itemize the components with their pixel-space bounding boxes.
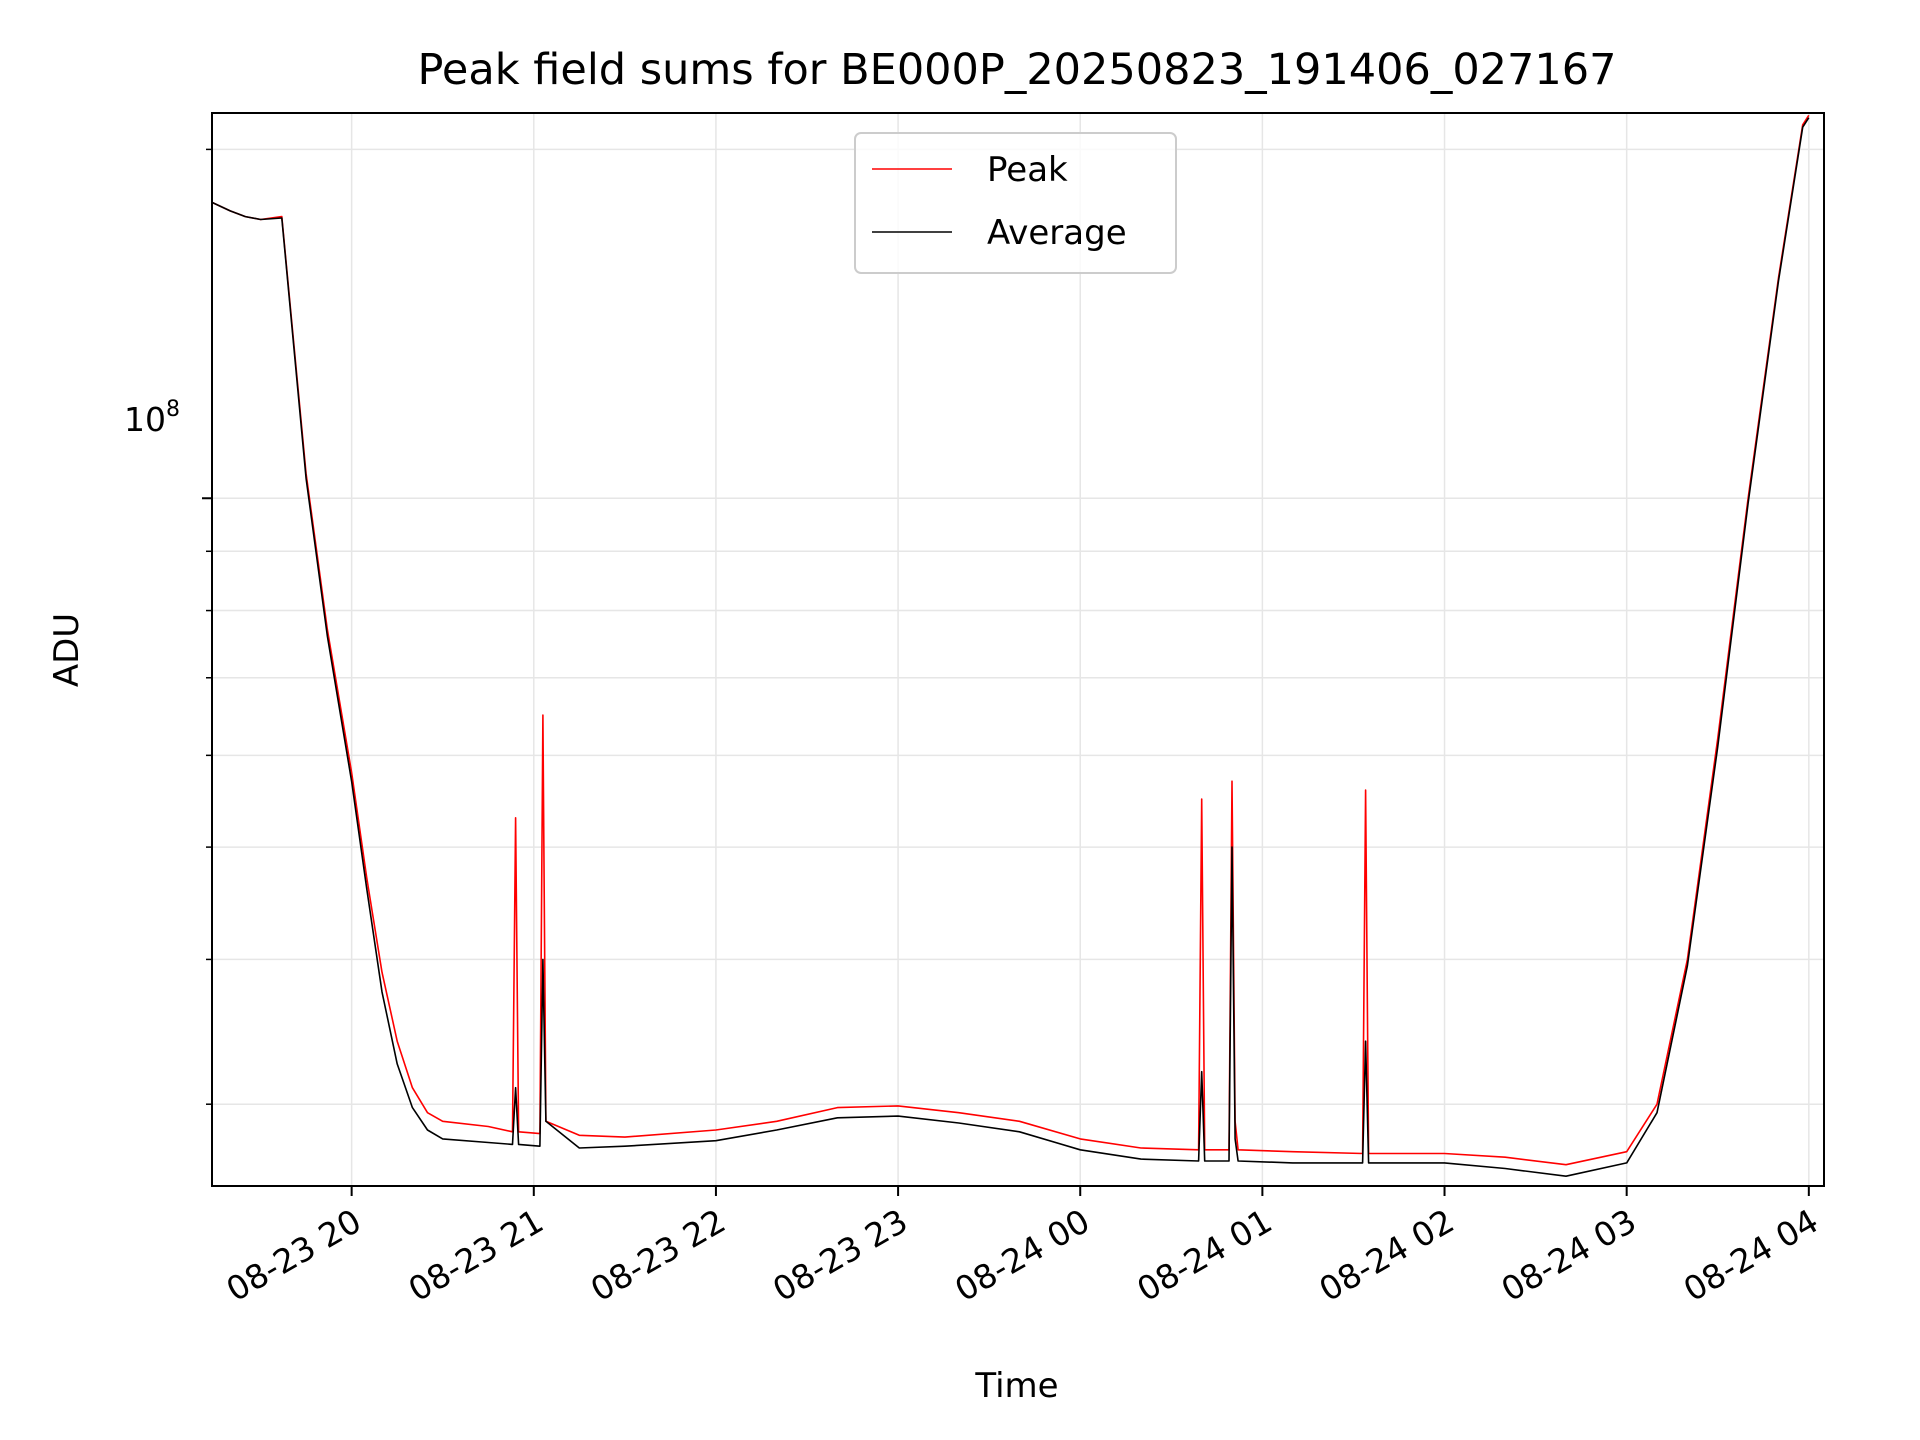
x-axis-label: Time [974, 1366, 1058, 1406]
legend-label-peak: Peak [987, 150, 1068, 190]
y-axis-label: ADU [47, 613, 87, 687]
legend-label-average: Average [987, 213, 1127, 253]
chart-figure: Peak field sums for BE000P_20250823_1914… [0, 0, 1920, 1440]
y-tick-label-exponent: 8 [166, 397, 180, 422]
y-tick-label-base: 10 [124, 400, 166, 439]
legend: Peak Average [855, 133, 1176, 273]
chart-title: Peak field sums for BE000P_20250823_1914… [418, 45, 1617, 95]
